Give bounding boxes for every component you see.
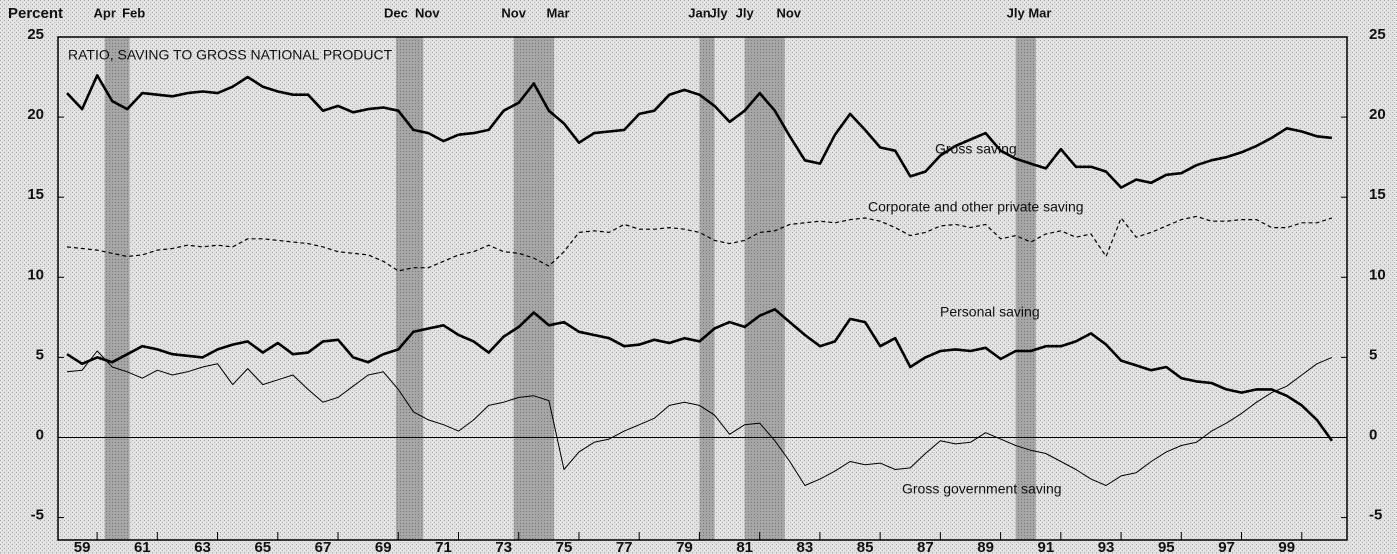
x-tick-label: 97 (1218, 539, 1235, 554)
x-tick-label: 59 (74, 539, 91, 554)
y-tick-label: 5 (36, 346, 44, 363)
series-label: Gross government saving (902, 481, 1062, 497)
plot-frame (57, 36, 1348, 541)
recession-end-label: Nov (415, 5, 440, 20)
x-tick-label: 73 (495, 539, 512, 554)
y2-tick-label: 0 (1369, 426, 1377, 443)
x-tick-label: 63 (194, 539, 211, 554)
x-tick-label: 79 (676, 539, 693, 554)
y2-tick-label: -5 (1369, 507, 1382, 524)
series-line (66, 350, 1333, 486)
y-tick-label: 10 (27, 266, 44, 283)
x-tick-label: 95 (1158, 539, 1175, 554)
x-tick-label: 83 (797, 539, 814, 554)
recession-band (699, 37, 715, 540)
y-tick-label: 25 (27, 26, 44, 43)
series-label: Gross saving (935, 141, 1017, 157)
recession-band (104, 37, 130, 540)
x-tick-label: 99 (1278, 539, 1295, 554)
series-label: Personal saving (940, 304, 1040, 320)
y2-tick-label: 5 (1369, 346, 1377, 363)
y-tick-label: 20 (27, 106, 44, 123)
recession-start-label: Jly (1007, 5, 1026, 20)
y2-tick-label: 10 (1369, 266, 1386, 283)
x-tick-label: 87 (917, 539, 934, 554)
series-label: Corporate and other private saving (868, 199, 1084, 215)
y-tick-label: 15 (27, 186, 44, 203)
x-tick-label: 71 (435, 539, 452, 554)
y-axis-label: Percent (8, 5, 63, 22)
recession-band (513, 37, 555, 540)
y-tick-label: 0 (36, 426, 44, 443)
x-tick-label: 65 (254, 539, 271, 554)
series-line (66, 308, 1333, 442)
x-tick-label: 91 (1037, 539, 1054, 554)
recession-start-label: Apr (93, 5, 115, 20)
chart-title: RATIO, SAVING TO GROSS NATIONAL PRODUCT (68, 47, 393, 63)
recession-start-label: Dec (384, 5, 408, 20)
x-tick-label: 81 (736, 539, 753, 554)
x-tick-label: 89 (977, 539, 994, 554)
recession-band (1015, 37, 1036, 540)
x-tick-label: 85 (857, 539, 874, 554)
recession-start-label: Jly (736, 5, 755, 20)
x-tick-label: 69 (375, 539, 392, 554)
recession-end-label: Nov (776, 5, 801, 20)
recession-band (744, 37, 785, 540)
y2-tick-label: 25 (1369, 26, 1386, 43)
x-tick-label: 75 (556, 539, 573, 554)
x-tick-label: 77 (616, 539, 633, 554)
recession-end-label: Mar (1028, 5, 1051, 20)
y-tick-label: -5 (31, 507, 44, 524)
series-line (66, 74, 1333, 189)
y2-tick-label: 15 (1369, 186, 1386, 203)
recession-end-label: Feb (122, 5, 145, 20)
recession-end-label: Mar (546, 5, 569, 20)
recession-start-label: Nov (501, 5, 526, 20)
x-tick-label: 67 (315, 539, 332, 554)
x-tick-label: 61 (134, 539, 151, 554)
recession-end-label: Jly (710, 5, 729, 20)
y2-tick-label: 20 (1369, 106, 1386, 123)
x-tick-label: 93 (1098, 539, 1115, 554)
recession-band (395, 37, 424, 540)
recession-start-label: Jan (688, 5, 710, 20)
